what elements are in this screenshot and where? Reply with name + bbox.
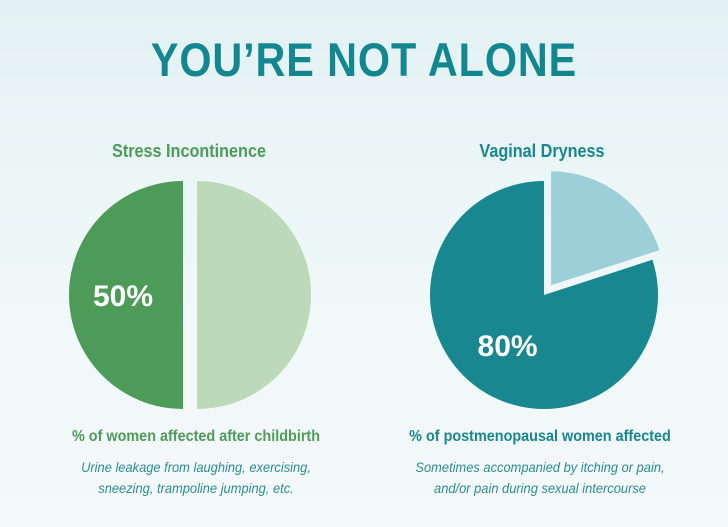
- pie-slice-0-1: [197, 181, 311, 409]
- vaginal-dryness-description: Sometimes accompanied by itching or pain…: [373, 457, 708, 499]
- pie-slice-label-1-0: 80%: [478, 330, 538, 363]
- pie-slice-1-1: [551, 171, 660, 286]
- vaginal-dryness-description-line-2: and/or pain during sexual intercourse: [434, 480, 646, 496]
- vaginal-dryness-title: Vaginal Dryness: [479, 141, 605, 161]
- vaginal-dryness-pie-chart: 80%: [430, 171, 660, 409]
- page-title: YOU’RE NOT ALONE: [150, 33, 578, 86]
- stress-incontinence-caption: % of women affected after childbirth: [71, 428, 321, 445]
- pie-slice-0-0: [69, 181, 183, 409]
- vaginal-dryness-caption: % of postmenopausal women affected: [409, 428, 671, 445]
- vaginal-dryness-panel: Vaginal Dryness 80% % of postmenopausal …: [364, 0, 728, 527]
- pie-slice-1-0: [430, 181, 658, 409]
- stress-incontinence-description: Urine leakage from laughing, exercising,…: [29, 457, 364, 499]
- pie-slice-label-0-0: 50%: [93, 280, 153, 313]
- stress-incontinence-pie-chart: 50%: [69, 181, 311, 409]
- stress-incontinence-title: Stress Incontinence: [112, 141, 266, 161]
- stress-incontinence-description-line-2: sneezing, trampoline jumping, etc.: [98, 480, 294, 496]
- stress-incontinence-panel: Stress Incontinence 50% % of women affec…: [29, 141, 364, 499]
- stress-incontinence-description-line-1: Urine leakage from laughing, exercising,: [81, 459, 311, 475]
- vaginal-dryness-description-line-1: Sometimes accompanied by itching or pain…: [415, 459, 665, 475]
